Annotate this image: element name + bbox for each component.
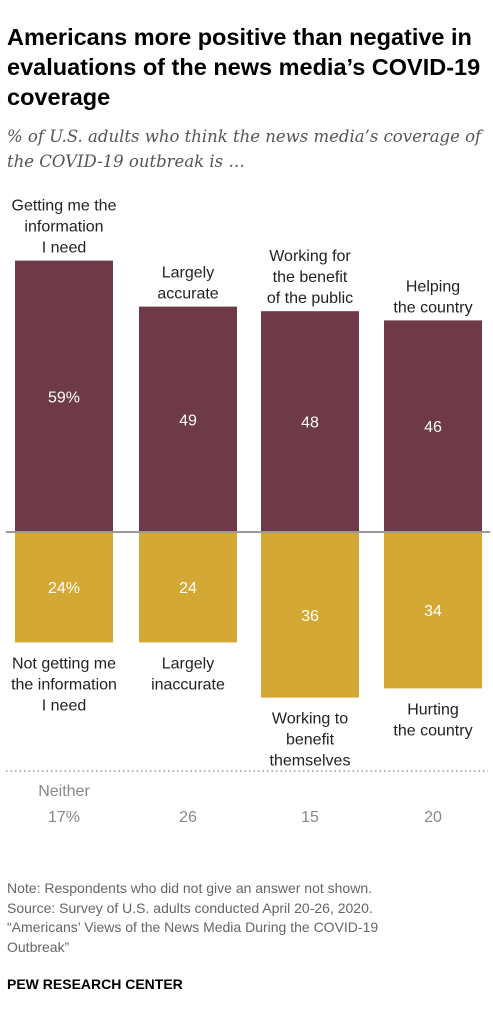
source-line: Source: Survey of U.S. adults conducted … — [7, 899, 373, 916]
negative-value-label: 24% — [48, 580, 80, 597]
negative-bar — [15, 532, 113, 643]
note-line: Note: Respondents who did not give an an… — [7, 880, 373, 896]
neither-label: Neither — [38, 783, 90, 800]
positive-category-label: I need — [42, 240, 86, 257]
positive-category-label: information — [24, 219, 103, 236]
positive-value-label: 46 — [424, 419, 442, 436]
negative-bar — [261, 532, 359, 698]
negative-value-label: 24 — [179, 580, 197, 597]
neither-value: 17% — [48, 809, 80, 826]
positive-category-label: Helping — [406, 278, 460, 295]
negative-category-label: the information — [11, 676, 117, 693]
diverging-bar-chart: 59% 24% Getting me the information I need Not… — [6, 198, 490, 826]
negative-bar — [139, 532, 237, 643]
positive-category-label: Largely — [162, 265, 214, 282]
negative-category-label: I need — [42, 697, 86, 714]
neither-value: 20 — [424, 809, 442, 826]
neither-value: 26 — [179, 809, 197, 826]
negative-category-label: Not getting me — [12, 655, 116, 672]
positive-category-label: the benefit — [273, 269, 348, 286]
positive-value-label: 49 — [179, 412, 197, 429]
negative-category-label: benefit — [286, 732, 335, 749]
negative-value-label: 34 — [424, 603, 442, 620]
negative-category-label: Largely — [162, 655, 214, 672]
positive-bar — [261, 311, 359, 532]
chart-notes: Note: Respondents who did not give an an… — [7, 879, 487, 957]
neither-value: 15 — [301, 809, 319, 826]
positive-category-label: the country — [393, 299, 472, 316]
report-title-line: “Americans’ Views of the News Media Duri… — [7, 919, 379, 935]
positive-category-label: Getting me the — [12, 198, 117, 215]
positive-bar — [139, 306, 237, 532]
negative-category-label: the country — [393, 722, 472, 739]
report-title-line: Outbreak” — [7, 938, 70, 955]
positive-bar — [384, 320, 482, 532]
positive-bar — [15, 260, 113, 532]
positive-value-label: 59% — [48, 389, 80, 406]
positive-category-label: of the public — [267, 290, 353, 307]
chart-subtitle: % of U.S. adults who think the news medi… — [7, 127, 482, 171]
negative-category-label: Working to — [272, 711, 348, 728]
negative-category-label: Hurting — [407, 701, 459, 718]
negative-category-label: inaccurate — [151, 676, 225, 693]
source-organization: PEW RESEARCH CENTER — [7, 976, 183, 992]
negative-bar — [384, 532, 482, 689]
positive-value-label: 48 — [301, 415, 319, 432]
negative-category-label: themselves — [270, 753, 351, 770]
negative-value-label: 36 — [301, 608, 319, 625]
positive-category-label: Working for — [269, 248, 351, 265]
positive-category-label: accurate — [157, 286, 218, 303]
chart-title: Americans more positive than negative in… — [7, 24, 481, 110]
